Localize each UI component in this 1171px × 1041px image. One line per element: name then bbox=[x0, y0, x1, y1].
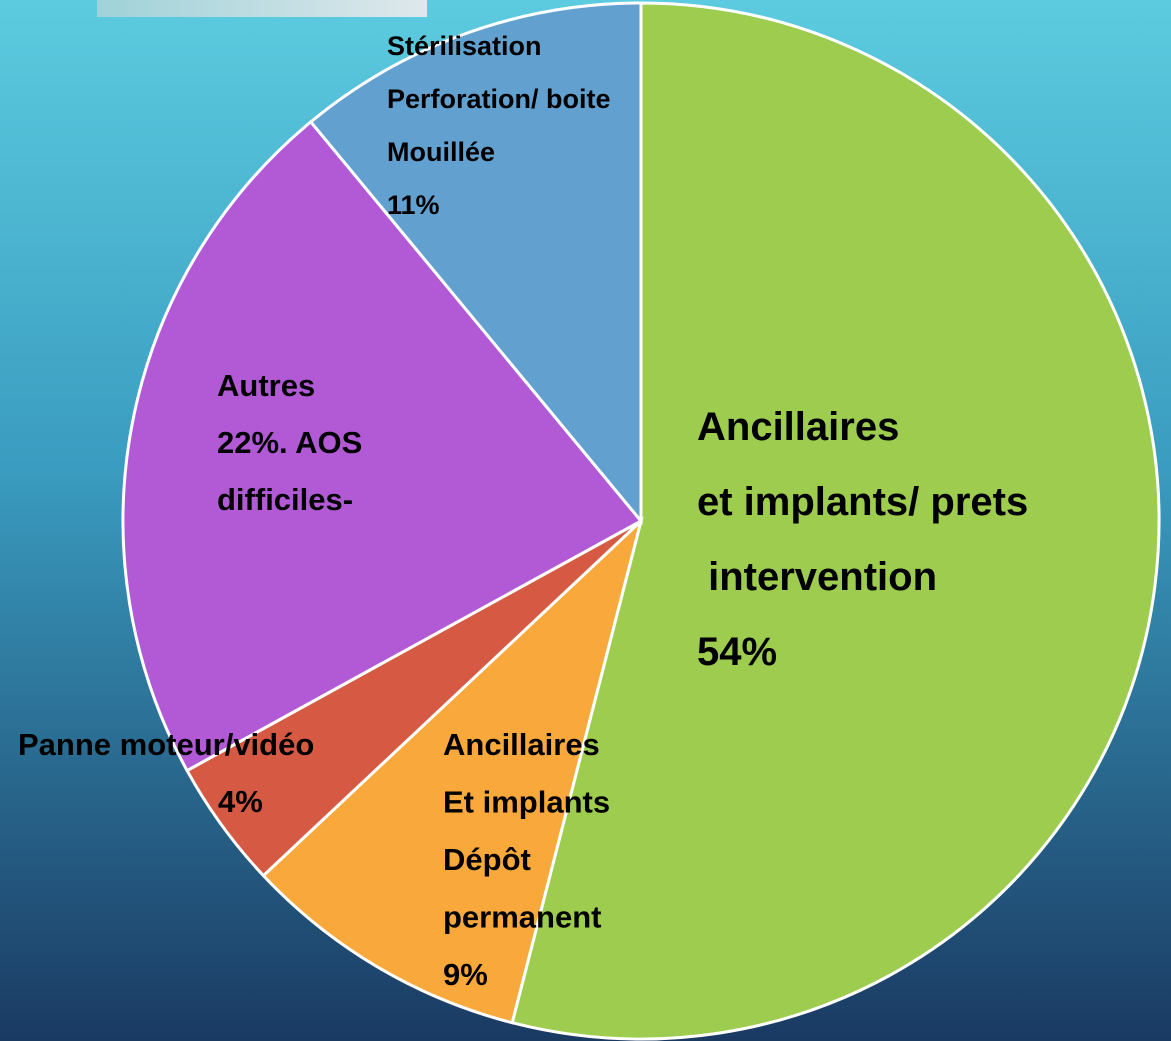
label-line: Perforation/ boite bbox=[387, 84, 611, 114]
slice-label: Perforation/ boite bbox=[387, 84, 611, 114]
slice-label: Panne moteur/vidéo bbox=[18, 727, 314, 762]
value-label: 4% bbox=[218, 784, 263, 819]
slice-label: et implants/ prets bbox=[697, 480, 1028, 524]
label-line: Ancillaires bbox=[443, 727, 600, 762]
label-line: difficiles- bbox=[217, 482, 353, 517]
slice-label: Et implants bbox=[443, 785, 610, 820]
slice-label: permanent bbox=[443, 900, 601, 935]
slice-label: Autres bbox=[217, 368, 315, 403]
slice-label: Mouillée bbox=[387, 137, 495, 167]
label-line: 11% bbox=[387, 190, 440, 220]
label-line: 54% bbox=[697, 630, 777, 674]
label-line: Et implants bbox=[443, 785, 610, 820]
value-label: 22% bbox=[217, 425, 279, 460]
chart: Ancillaires et implants/ prets interventi… bbox=[0, 0, 1171, 1041]
slice-label: Dépôt bbox=[443, 842, 531, 877]
label-line: 22%. AOS bbox=[217, 425, 362, 460]
label-line: Autres bbox=[217, 368, 315, 403]
value-label: 9% bbox=[443, 957, 488, 992]
slice-label: . AOS bbox=[279, 425, 362, 460]
slice-label: intervention bbox=[697, 555, 937, 599]
value-label: 11% bbox=[387, 190, 440, 220]
label-line: Mouillée bbox=[387, 137, 495, 167]
label-line: 9% bbox=[443, 957, 488, 992]
slice-label: Ancillaires bbox=[697, 405, 899, 449]
slice-label: Stérilisation bbox=[387, 31, 542, 61]
page: Ancillaires et implants/ prets interventi… bbox=[0, 0, 1171, 1041]
label-line: Ancillaires bbox=[697, 405, 899, 449]
label-line: Dépôt bbox=[443, 842, 531, 877]
label-line: permanent bbox=[443, 900, 601, 935]
label-line: Stérilisation bbox=[387, 31, 542, 61]
label-line: intervention bbox=[697, 555, 937, 599]
label-line: 4% bbox=[218, 784, 263, 819]
value-label: 54% bbox=[697, 630, 777, 674]
slice-label: Ancillaires bbox=[443, 727, 600, 762]
slice-label: difficiles- bbox=[217, 482, 353, 517]
photo-fragment bbox=[97, 0, 427, 17]
label-line: Panne moteur/vidéo bbox=[18, 727, 314, 762]
label-line: et implants/ prets bbox=[697, 480, 1028, 524]
